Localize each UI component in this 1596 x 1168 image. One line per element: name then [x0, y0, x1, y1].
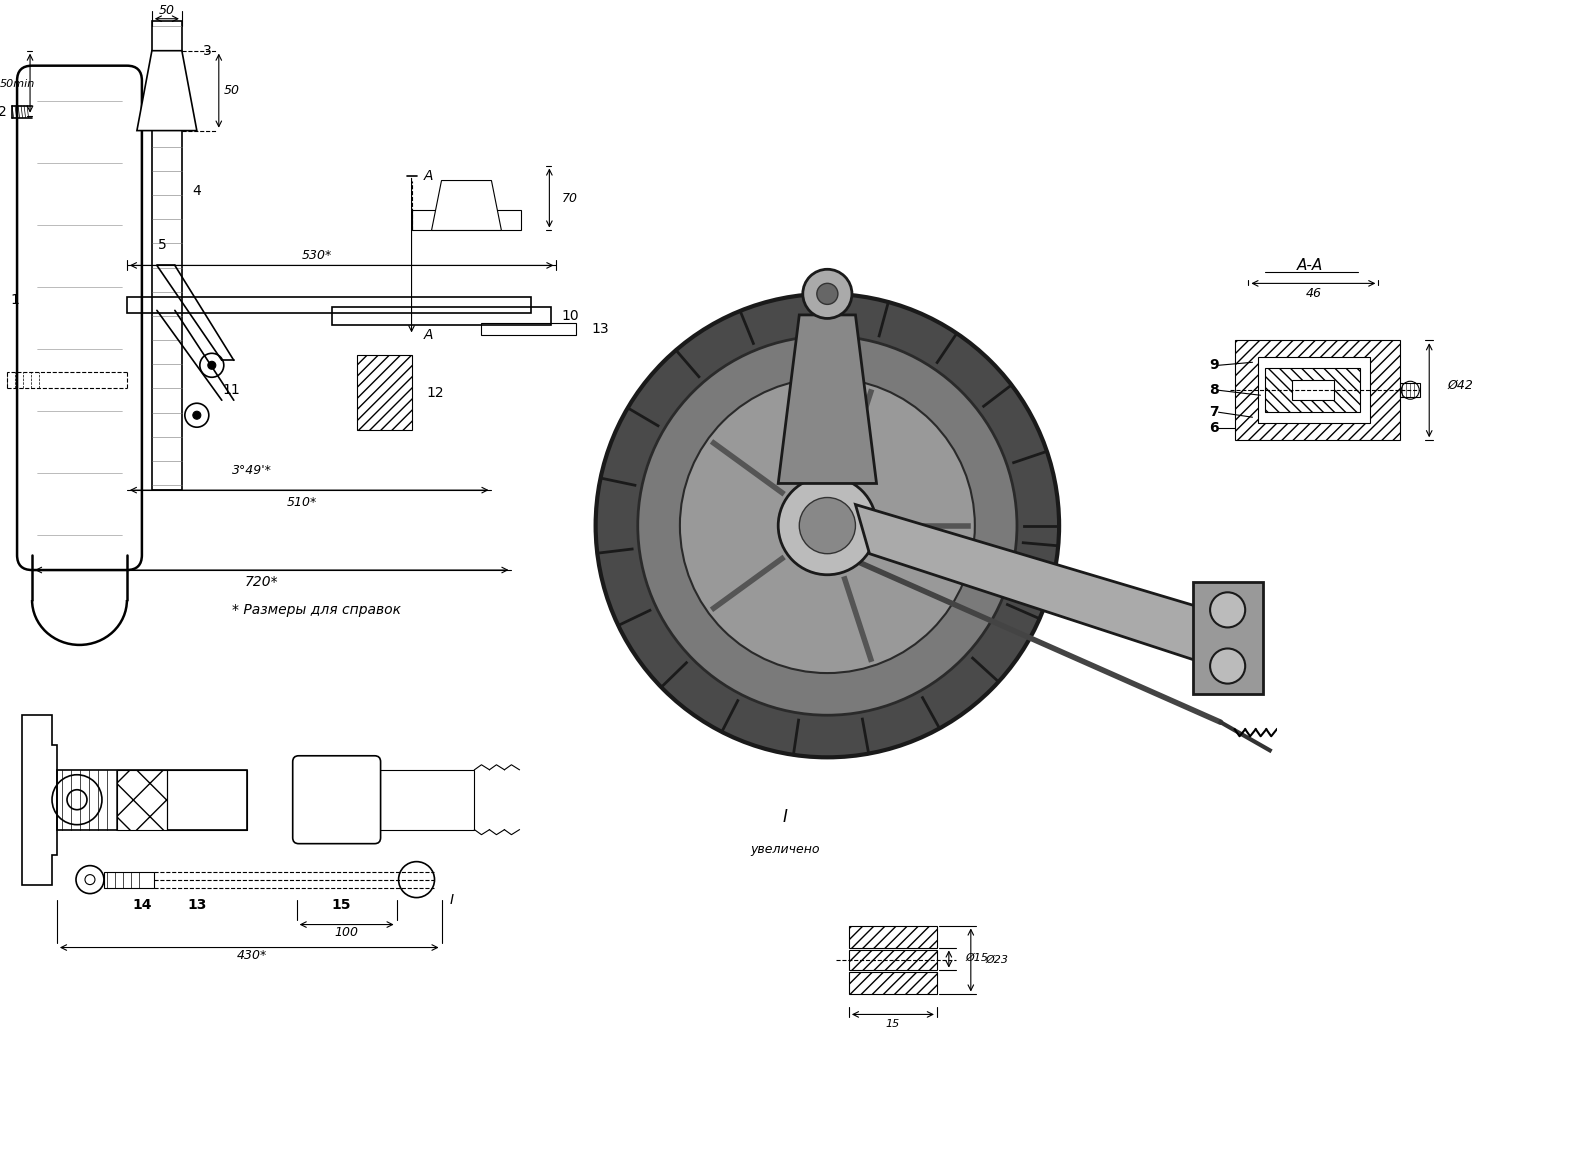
Text: 46: 46 — [1306, 287, 1321, 300]
Polygon shape — [22, 715, 57, 884]
Text: 50: 50 — [223, 84, 239, 97]
Polygon shape — [779, 315, 876, 484]
Circle shape — [803, 270, 852, 319]
Bar — [482, 324, 576, 335]
Text: 14: 14 — [132, 897, 152, 911]
Circle shape — [800, 498, 855, 554]
Text: I: I — [782, 808, 788, 826]
Text: 2: 2 — [0, 105, 6, 119]
Text: 15: 15 — [332, 897, 351, 911]
Text: 10: 10 — [562, 310, 579, 324]
Text: 720*: 720* — [244, 575, 279, 589]
Text: 3°49'*: 3°49'* — [231, 464, 271, 477]
Circle shape — [680, 378, 975, 673]
Text: Ø42: Ø42 — [1448, 378, 1473, 391]
Text: Ø23: Ø23 — [986, 954, 1009, 965]
Text: 12: 12 — [426, 387, 444, 401]
Circle shape — [595, 294, 1060, 757]
Text: 13: 13 — [187, 897, 206, 911]
Text: A: A — [423, 328, 433, 342]
Bar — [1258, 357, 1371, 423]
Bar — [849, 925, 937, 947]
Bar — [356, 355, 412, 430]
Circle shape — [207, 361, 215, 369]
Circle shape — [779, 477, 876, 575]
Text: 100: 100 — [335, 926, 359, 939]
Text: 7: 7 — [1208, 405, 1218, 419]
FancyBboxPatch shape — [292, 756, 380, 843]
Text: 530*: 530* — [302, 249, 332, 262]
Text: 50min: 50min — [0, 78, 35, 89]
Text: 3: 3 — [203, 43, 211, 57]
Bar — [1266, 368, 1360, 412]
Bar — [57, 770, 247, 829]
Bar — [1235, 340, 1400, 440]
FancyBboxPatch shape — [18, 65, 142, 570]
Text: I: I — [450, 892, 453, 906]
Text: 1: 1 — [10, 293, 19, 307]
Circle shape — [463, 196, 471, 204]
Polygon shape — [855, 505, 1256, 680]
Bar — [104, 871, 153, 888]
Circle shape — [1210, 592, 1245, 627]
Text: 5: 5 — [158, 238, 166, 252]
Polygon shape — [137, 50, 196, 131]
Text: увеличено: увеличено — [750, 842, 820, 856]
Bar — [152, 21, 182, 491]
Text: A: A — [423, 168, 433, 182]
Text: 4: 4 — [193, 183, 201, 197]
Text: 11: 11 — [223, 383, 241, 397]
Text: 15: 15 — [886, 1020, 900, 1029]
Bar — [1293, 381, 1334, 401]
Circle shape — [638, 336, 1017, 715]
Bar — [375, 770, 474, 829]
Text: 430*: 430* — [236, 950, 267, 962]
Text: 6: 6 — [1208, 422, 1218, 436]
Text: 8: 8 — [1208, 383, 1218, 397]
Bar — [412, 210, 522, 230]
Bar — [1400, 383, 1420, 397]
Bar — [332, 307, 551, 326]
Polygon shape — [1192, 582, 1262, 694]
Text: Ø15: Ø15 — [966, 953, 990, 962]
Text: A-A: A-A — [1298, 258, 1323, 273]
Circle shape — [193, 411, 201, 419]
Text: * Размеры для справок: * Размеры для справок — [231, 603, 401, 617]
Text: 9: 9 — [1208, 359, 1218, 373]
Text: 510*: 510* — [287, 495, 318, 508]
Text: 70: 70 — [562, 192, 578, 206]
Bar — [168, 770, 247, 829]
Bar — [117, 770, 168, 829]
Bar — [849, 973, 937, 994]
Text: 50: 50 — [160, 5, 176, 18]
Polygon shape — [431, 181, 501, 230]
Circle shape — [1210, 648, 1245, 683]
Circle shape — [817, 284, 838, 305]
Bar — [128, 298, 531, 313]
Bar — [849, 950, 937, 971]
Text: 13: 13 — [591, 322, 610, 336]
